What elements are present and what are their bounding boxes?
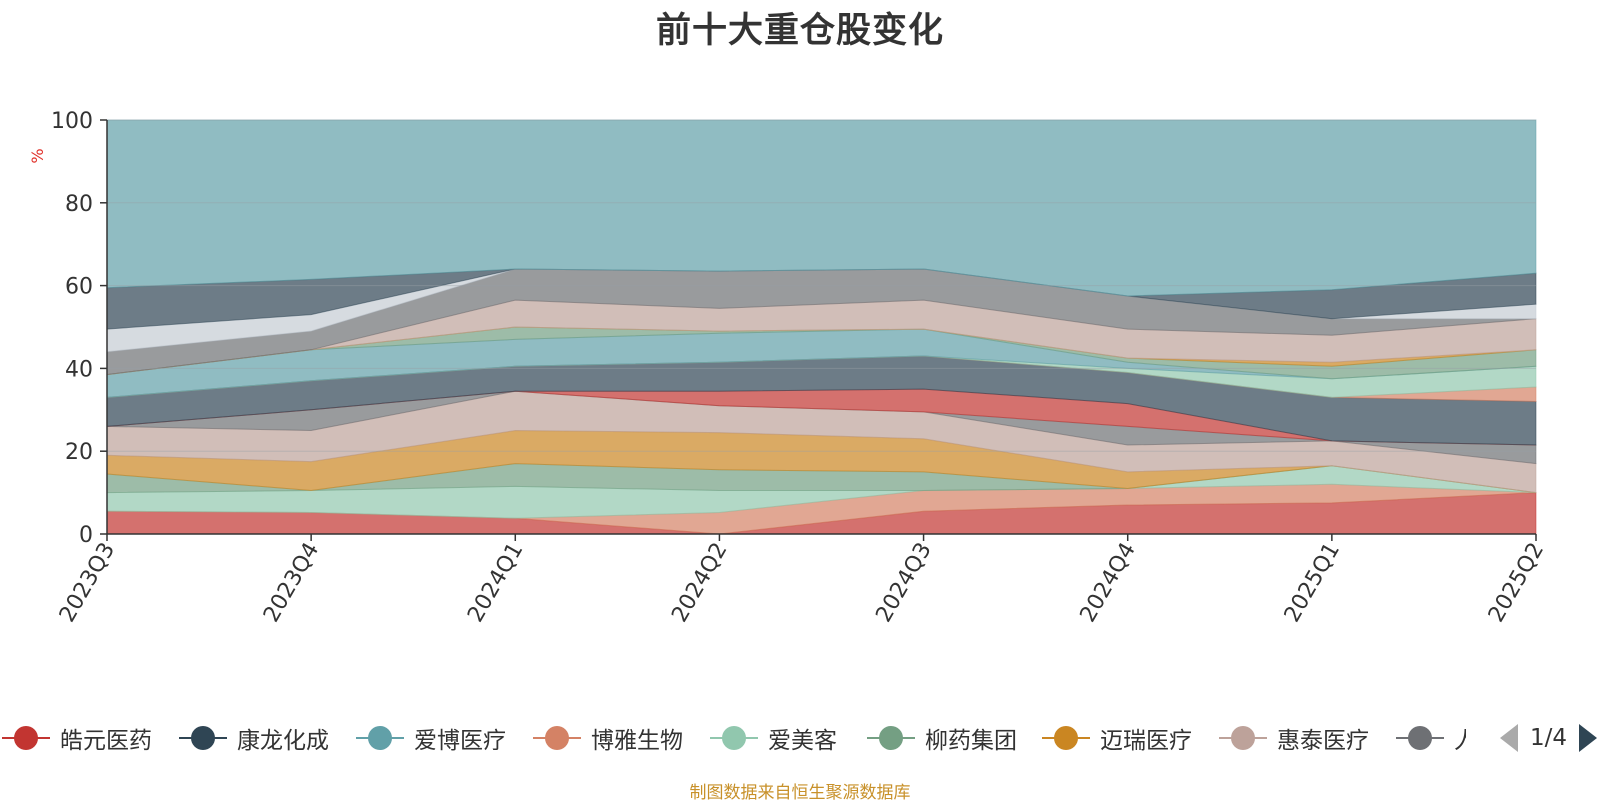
x-tick-label: 2024Q1 bbox=[463, 539, 528, 627]
y-tick-label: 80 bbox=[65, 192, 93, 217]
legend-label: 康龙化成 bbox=[237, 728, 329, 754]
axes bbox=[100, 119, 1537, 541]
x-tick-labels: 2023Q3 2023Q4 2024Q1 2024Q2 2024Q3 2024Q4 2025… bbox=[55, 539, 1549, 627]
y-axis-label: % bbox=[28, 148, 47, 163]
legend-page-indicator: 1/4 bbox=[1530, 725, 1568, 751]
legend-marker-icon bbox=[708, 723, 760, 753]
x-tick-label: 2023Q3 bbox=[55, 539, 120, 627]
legend-marker-icon bbox=[865, 723, 917, 753]
legend-item[interactable]: 爱博医疗 bbox=[354, 718, 506, 758]
legend-item[interactable]: 皓元医药 bbox=[0, 718, 152, 758]
legend-marker-icon bbox=[354, 723, 406, 753]
legend-label: 人福医药 bbox=[1454, 728, 1466, 754]
area-bands bbox=[106, 119, 1537, 535]
y-tick-labels: 0 20 40 60 80 100 bbox=[51, 109, 93, 548]
legend-items: 皓元医药 康龙化成 爱博医疗 博雅生物 爱美客 柳药集团 迈瑞医疗 惠泰医疗 人福医药 bbox=[0, 718, 1466, 758]
y-tick-label: 0 bbox=[79, 523, 93, 548]
chart-title: 前十大重仓股变化 bbox=[655, 11, 944, 51]
legend-item[interactable]: 迈瑞医疗 bbox=[1040, 718, 1192, 758]
legend-label: 柳药集团 bbox=[925, 728, 1017, 754]
legend-item[interactable]: 人福医药 bbox=[1394, 718, 1466, 758]
legend-label: 惠泰医疗 bbox=[1277, 728, 1369, 754]
legend-item[interactable]: 柳药集团 bbox=[865, 718, 1017, 758]
legend-marker-icon bbox=[0, 723, 52, 753]
legend-marker-icon bbox=[1394, 723, 1446, 753]
x-tick-label: 2025Q2 bbox=[1484, 539, 1549, 627]
legend-marker-icon bbox=[1217, 723, 1269, 753]
legend-item[interactable]: 惠泰医疗 bbox=[1217, 718, 1369, 758]
legend-marker-icon bbox=[177, 723, 229, 753]
legend: 皓元医药 康龙化成 爱博医疗 博雅生物 爱美客 柳药集团 迈瑞医疗 惠泰医疗 人福医药 1/4 bbox=[0, 718, 1600, 758]
legend-label: 迈瑞医疗 bbox=[1100, 728, 1192, 754]
y-tick-label: 40 bbox=[65, 357, 93, 382]
legend-marker-icon bbox=[531, 723, 583, 753]
legend-label: 皓元医药 bbox=[60, 728, 152, 754]
x-tick-label: 2023Q4 bbox=[259, 539, 324, 627]
legend-item[interactable]: 康龙化成 bbox=[177, 718, 329, 758]
y-tick-label: 100 bbox=[51, 109, 93, 134]
legend-label: 爱博医疗 bbox=[414, 728, 506, 754]
legend-item[interactable]: 爱美客 bbox=[708, 718, 837, 758]
area-band-18 bbox=[106, 119, 1537, 297]
data-source-note: 制图数据来自恒生聚源数据库 bbox=[689, 783, 911, 803]
legend-label: 爱美客 bbox=[768, 728, 837, 754]
x-tick-label: 2025Q1 bbox=[1280, 539, 1345, 627]
legend-pager: 1/4 bbox=[1500, 718, 1598, 758]
y-tick-label: 20 bbox=[65, 440, 93, 465]
x-tick-label: 2024Q3 bbox=[871, 539, 936, 627]
legend-item[interactable]: 博雅生物 bbox=[531, 718, 683, 758]
x-tick-label: 2024Q4 bbox=[1076, 539, 1141, 627]
legend-marker-icon bbox=[1040, 723, 1092, 753]
triangle-right-icon[interactable] bbox=[1579, 724, 1598, 752]
legend-label: 博雅生物 bbox=[591, 728, 683, 754]
triangle-left-icon[interactable] bbox=[1500, 724, 1518, 752]
y-tick-label: 60 bbox=[65, 275, 93, 300]
x-tick-label: 2024Q2 bbox=[667, 539, 732, 627]
